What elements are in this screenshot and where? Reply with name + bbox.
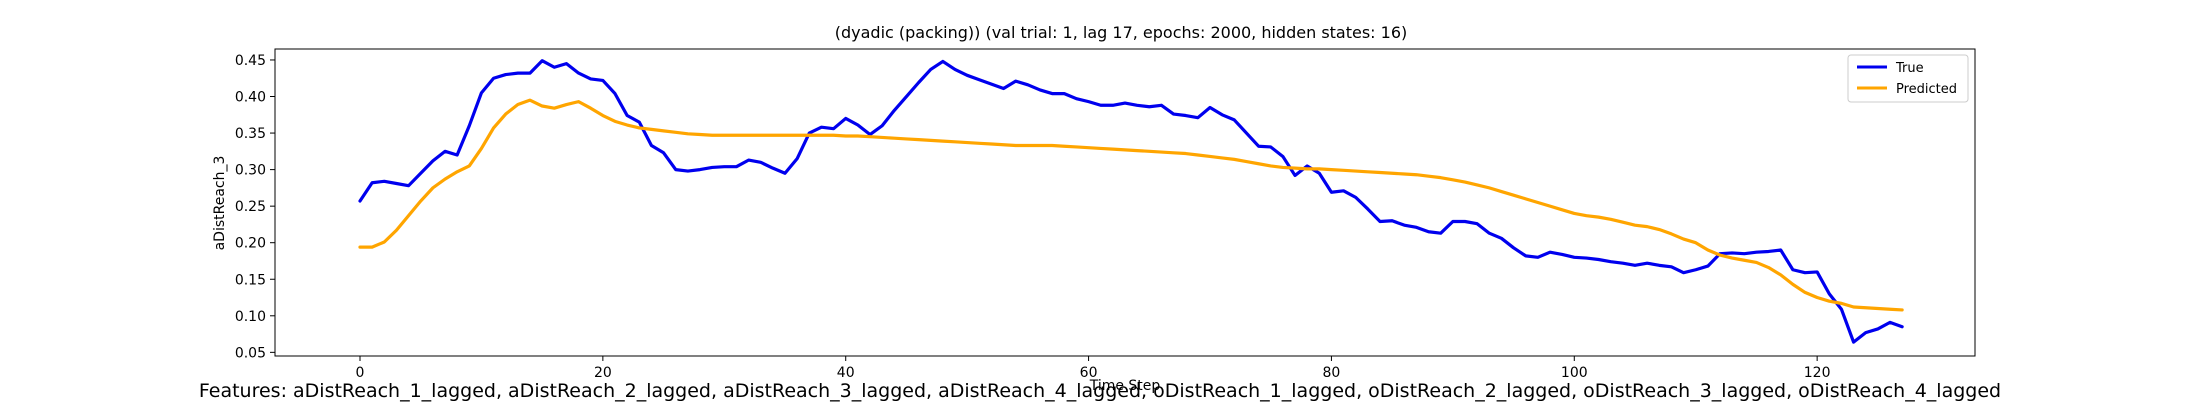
y-axis-ticks: 0.05 0.10 0.15 0.20 0.25 0.30 0.35 0.40 0.45 — [235, 53, 275, 361]
legend: True Predicted — [1847, 54, 1969, 103]
x-tick-label: 120 — [1804, 365, 1831, 381]
y-tick-label: 0.05 — [235, 345, 266, 361]
y-axis-label: aDistReach_3 — [212, 156, 228, 251]
y-tick-label: 0.10 — [235, 309, 266, 325]
y-tick-label: 0.25 — [235, 199, 266, 215]
x-axis-label: Time Step — [1089, 378, 1161, 394]
x-tick-label: 0 — [356, 365, 365, 381]
series-line-true — [358, 59, 1904, 344]
legend-label-true: True — [1895, 61, 1924, 76]
x-axis-ticks: 0 20 40 60 80 100 120 — [356, 356, 1831, 381]
series-layer — [358, 59, 1904, 344]
features-caption: Features: aDistReach_1_lagged, aDistReac… — [198, 380, 2002, 402]
x-tick-label: 80 — [1323, 365, 1341, 381]
plot-area — [274, 48, 1976, 357]
y-tick-label: 0.30 — [235, 163, 266, 179]
y-tick-label: 0.20 — [235, 236, 266, 252]
series-line-predicted — [358, 98, 1904, 312]
legend-label-predicted: Predicted — [1896, 82, 1957, 97]
chart-title: (dyadic (packing)) (val trial: 1, lag 17… — [835, 23, 1408, 42]
y-tick-label: 0.40 — [235, 90, 266, 106]
y-tick-label: 0.35 — [235, 126, 266, 142]
x-tick-label: 60 — [1080, 365, 1098, 381]
x-tick-label: 20 — [594, 365, 612, 381]
x-tick-label: 100 — [1561, 365, 1588, 381]
x-tick-label: 40 — [837, 365, 855, 381]
y-tick-label: 0.15 — [235, 272, 266, 288]
y-tick-label: 0.45 — [235, 53, 266, 69]
